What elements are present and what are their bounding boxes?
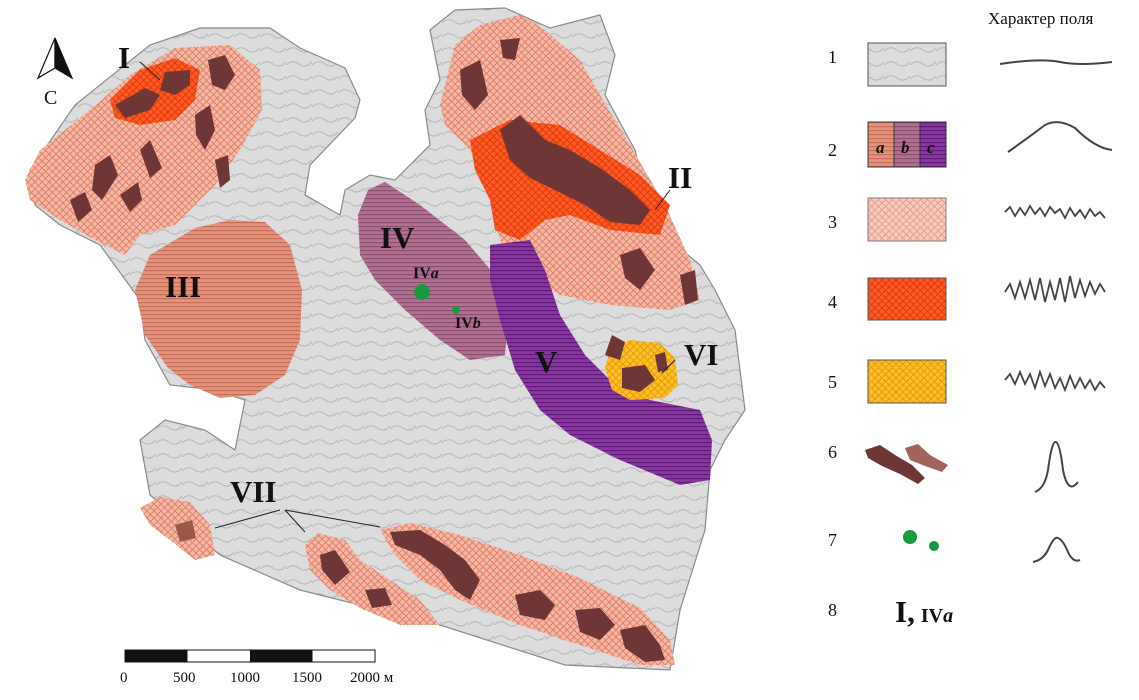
scale-tick-500: 500 <box>173 670 196 686</box>
legend-swatch-7-large <box>903 530 917 544</box>
scale-tick-1500: 1500 <box>292 670 322 686</box>
zone-label-ivb: IVb <box>455 315 481 332</box>
legend-swatch-3 <box>867 197 947 242</box>
legend-num-2: 2 <box>828 140 837 160</box>
zone-label-iva: IVa <box>413 265 439 282</box>
legend-header: Характер поля <box>988 9 1093 28</box>
legend-curve-2 <box>1007 121 1113 153</box>
zone-i <box>25 45 262 255</box>
zone-vii <box>140 497 675 665</box>
legend: Характер поля 1 2 a b c 3 4 5 <box>828 9 1113 629</box>
north-arrow: С <box>36 37 74 109</box>
leader-lines <box>139 61 676 533</box>
anomaly-iva-dot <box>414 284 430 300</box>
legend-num-4: 4 <box>828 292 837 312</box>
zone-label-iii: III <box>165 269 201 304</box>
zone-v <box>490 240 712 485</box>
zone-label-ii: II <box>668 160 692 195</box>
svg-text:a: a <box>876 138 885 157</box>
zone-label-vii: VII <box>230 474 277 509</box>
legend-swatch-2: a b c <box>867 121 947 168</box>
zone-label-i: I <box>118 40 130 75</box>
legend-swatch-6 <box>865 444 948 484</box>
legend-num-7: 7 <box>828 530 837 550</box>
legend-label-8: I, IVa <box>895 594 953 629</box>
scale-tick-1000: 1000 <box>230 670 260 686</box>
legend-curve-4 <box>1004 275 1106 303</box>
legend-swatch-1 <box>867 42 947 87</box>
legend-curve-7 <box>1032 536 1081 563</box>
legend-curve-1 <box>999 59 1113 65</box>
legend-num-1: 1 <box>828 47 837 67</box>
legend-curve-6 <box>1034 440 1079 493</box>
legend-curve-5 <box>1004 369 1106 393</box>
svg-text:b: b <box>901 138 910 157</box>
legend-swatch-5 <box>867 359 947 404</box>
zone-iii <box>135 220 302 398</box>
legend-num-5: 5 <box>828 372 837 392</box>
legend-num-3: 3 <box>828 212 837 232</box>
legend-swatch-7-small <box>929 541 939 551</box>
scale-bar: 0 500 1000 1500 2000 м <box>120 649 394 686</box>
zone-label-vi: VI <box>684 337 718 372</box>
zone-vi <box>605 335 678 400</box>
svg-text:c: c <box>927 138 935 157</box>
zone-label-v: V <box>535 344 558 379</box>
zone-iv <box>358 182 508 360</box>
anomaly-ivb-dot <box>452 306 460 314</box>
legend-num-6: 6 <box>828 442 837 462</box>
legend-swatch-4 <box>867 277 947 321</box>
scale-tick-0: 0 <box>120 670 128 686</box>
zone-label-iv: IV <box>380 220 415 255</box>
zone-ii <box>440 15 700 310</box>
north-label: С <box>44 87 57 109</box>
legend-curve-3 <box>1004 204 1106 220</box>
legend-num-8: 8 <box>828 600 837 620</box>
scale-tick-2000: 2000 м <box>350 670 394 686</box>
